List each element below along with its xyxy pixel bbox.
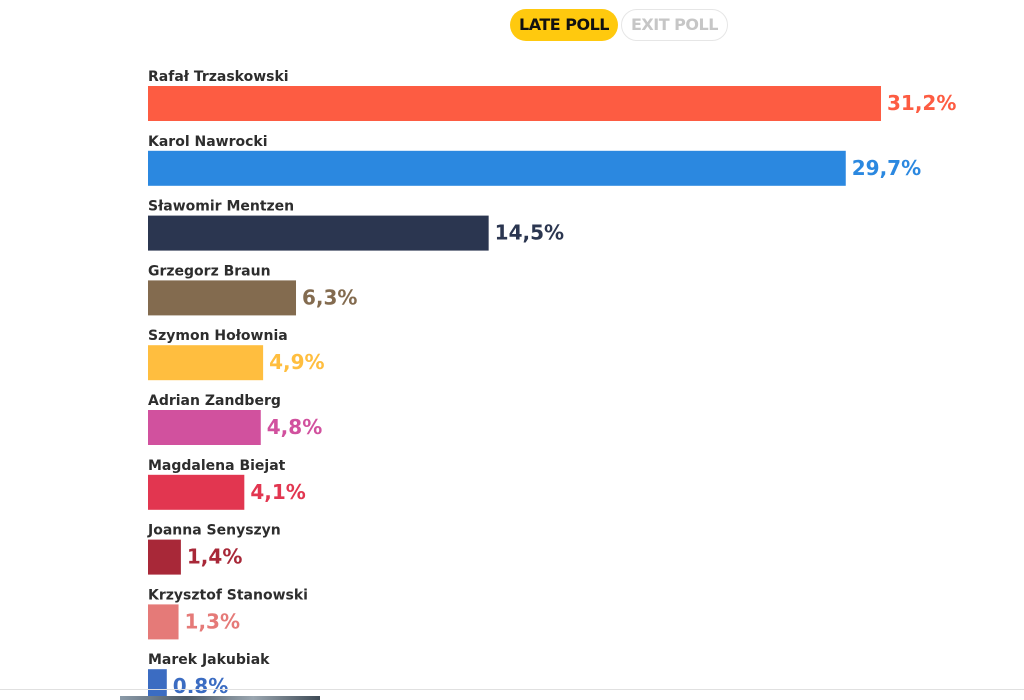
result-value-label: 4,9% <box>269 350 324 374</box>
result-bar <box>148 474 245 510</box>
result-value-label: 6,3% <box>302 285 357 309</box>
result-bar <box>148 604 179 640</box>
result-bar <box>148 280 297 316</box>
candidate-name: Rafał Trzaskowski <box>148 69 289 85</box>
thumbnail-image-edge <box>120 696 320 700</box>
result-bar <box>148 150 846 186</box>
late-poll-tab[interactable]: LATE POLL <box>510 9 618 41</box>
candidate-name: Magdalena Biejat <box>148 458 286 474</box>
candidate-name: Karol Nawrocki <box>148 134 268 150</box>
candidate-name: Krzysztof Stanowski <box>148 587 308 603</box>
result-bar <box>148 539 181 575</box>
candidate-name: Adrian Zandberg <box>148 393 281 409</box>
result-bar <box>148 86 881 121</box>
candidate-row: Marek Jakubiak 0.8% <box>148 652 270 700</box>
result-bar <box>148 215 489 251</box>
candidate-name: Joanna Senyszyn <box>147 523 281 539</box>
candidate-name: Marek Jakubiak <box>148 652 270 668</box>
result-value-label: 4,8% <box>267 415 322 439</box>
result-value-label: 1,4% <box>187 545 242 569</box>
candidate-row: Magdalena Biejat 4,1% <box>148 458 306 510</box>
divider <box>0 689 1024 690</box>
result-value-label: 1,3% <box>185 609 240 633</box>
candidate-row: Krzysztof Stanowski 1,3% <box>148 587 308 640</box>
candidate-row: Szymon Hołownia 4,9% <box>148 328 325 381</box>
result-value-label: 0.8% <box>173 674 228 698</box>
result-value-label: 31,2% <box>887 91 956 115</box>
result-value-label: 14,5% <box>495 221 564 245</box>
result-bar <box>148 345 264 381</box>
candidate-row: Grzegorz Braun 6,3% <box>148 263 357 316</box>
result-value-label: 29,7% <box>852 156 921 180</box>
candidate-name: Grzegorz Braun <box>148 263 271 279</box>
exit-poll-tab[interactable]: EXIT POLL <box>620 9 728 41</box>
result-bar <box>148 410 261 445</box>
candidate-row: Rafał Trzaskowski 31,2% <box>148 69 956 121</box>
candidate-row: Adrian Zandberg 4,8% <box>148 393 322 445</box>
result-value-label: 4,1% <box>250 480 305 504</box>
candidate-row: Sławomir Mentzen 14,5% <box>148 199 564 251</box>
candidate-row: Joanna Senyszyn 1,4% <box>147 523 281 575</box>
candidate-row: Karol Nawrocki 29,7% <box>148 134 921 186</box>
result-bar <box>148 669 167 700</box>
candidate-name: Szymon Hołownia <box>148 328 288 344</box>
poll-type-toggle: LATE POLL EXIT POLL <box>510 9 728 41</box>
candidate-name: Sławomir Mentzen <box>148 199 294 215</box>
